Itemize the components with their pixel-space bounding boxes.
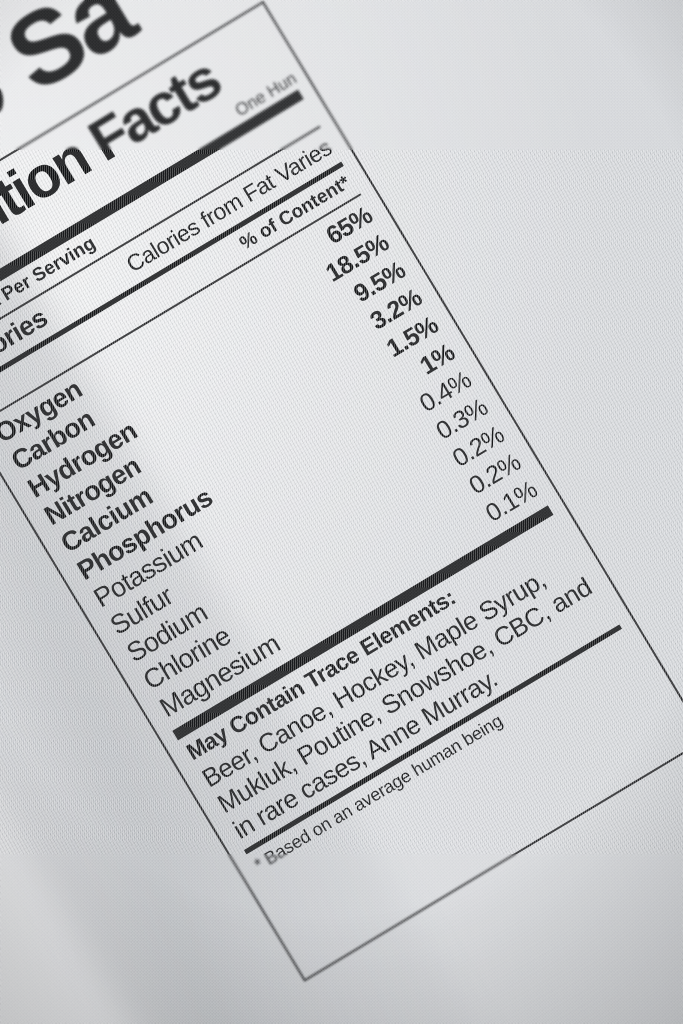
t-shirt-fabric: omo Sa Nutrition Facts Serving Size One … <box>0 0 683 1024</box>
photo-scene: omo Sa Nutrition Facts Serving Size One … <box>0 0 683 1024</box>
